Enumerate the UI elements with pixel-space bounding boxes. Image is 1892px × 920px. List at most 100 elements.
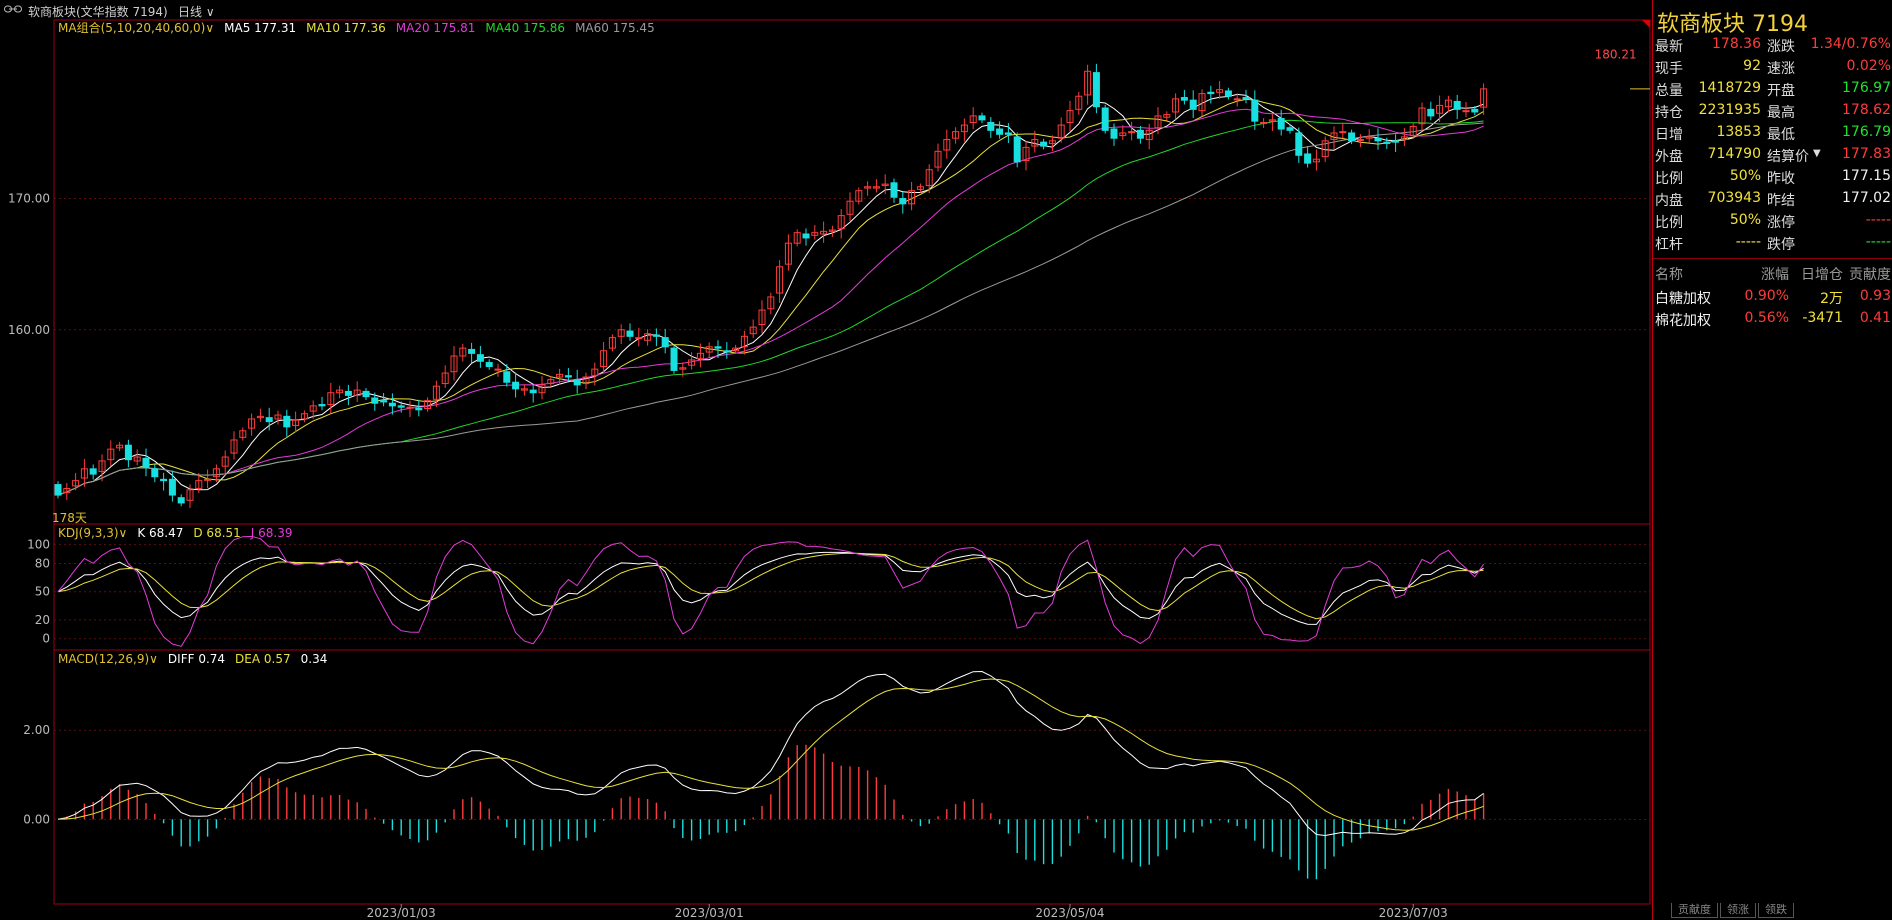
candle-body bbox=[239, 430, 247, 438]
candle-body bbox=[846, 200, 854, 215]
candle-body bbox=[529, 389, 537, 394]
candle-body bbox=[1312, 158, 1320, 163]
quote-value: 178.36 bbox=[1712, 36, 1761, 52]
candle-body bbox=[221, 456, 229, 467]
quote-label: 昨结 bbox=[1767, 193, 1795, 209]
quote-value: 1418729 bbox=[1698, 80, 1761, 96]
bottom-tabs: 贡献度 领涨 领跌 bbox=[1671, 903, 1796, 918]
y-tick-label: 100 bbox=[27, 538, 50, 552]
candle-body bbox=[72, 480, 80, 487]
tab-gainers[interactable]: 领涨 bbox=[1720, 903, 1756, 918]
candle-body bbox=[688, 359, 696, 366]
x-axis: 2023/01/03 2023/03/01 2023/05/04 2023/07/03 bbox=[367, 904, 1448, 920]
divider bbox=[1653, 258, 1892, 259]
candle-body bbox=[520, 388, 528, 391]
candle-body bbox=[644, 333, 652, 341]
candle-body bbox=[1119, 132, 1127, 137]
legends: MA组合(5,10,20,40,60,0)∨ MA5 177.31 MA10 177… bbox=[58, 20, 655, 666]
chevron-down-icon: ∨ bbox=[202, 5, 215, 19]
component-contrib: 0.93 bbox=[1859, 288, 1891, 304]
candle-body bbox=[80, 468, 88, 479]
macd-legend: MACD(12,26,9)∨ DIFF 0.74 DEA 0.57 0.34 bbox=[58, 652, 327, 666]
candle-body bbox=[1057, 124, 1065, 139]
candle-body bbox=[476, 354, 484, 362]
quote-label: 比例 bbox=[1655, 171, 1683, 187]
x-tick-label: 2023/01/03 bbox=[367, 906, 436, 920]
y-axis: 170.00 160.00 100 80 50 20 0 2.00 0.00 bbox=[8, 192, 50, 827]
quote-value: ----- bbox=[1865, 234, 1891, 250]
candle-body bbox=[230, 439, 238, 454]
candle-body bbox=[547, 379, 555, 385]
quote-value: 703943 bbox=[1707, 190, 1761, 206]
candle-body bbox=[881, 183, 889, 186]
candle-body bbox=[292, 419, 300, 427]
candle-body bbox=[670, 347, 678, 371]
candle-body bbox=[600, 350, 608, 367]
candle-body bbox=[608, 337, 616, 349]
candle-body bbox=[1154, 115, 1162, 129]
candle-body bbox=[63, 488, 71, 493]
quote-title: 软商板块 7194 bbox=[1657, 12, 1808, 37]
candle-body bbox=[186, 489, 194, 501]
tab-losers[interactable]: 领跌 bbox=[1758, 903, 1794, 918]
candle-body bbox=[512, 381, 520, 390]
candle-body bbox=[274, 414, 282, 420]
candle-body bbox=[1101, 107, 1109, 131]
candle-body bbox=[1427, 108, 1435, 117]
candle-body bbox=[1418, 107, 1426, 125]
quote-row: 比例 50% 涨停 ----- bbox=[1653, 210, 1892, 232]
candle-body bbox=[1251, 99, 1259, 122]
candle-body bbox=[679, 367, 687, 370]
candle-body bbox=[1339, 131, 1347, 134]
candle-body bbox=[309, 405, 317, 412]
tab-contribution[interactable]: 贡献度 bbox=[1671, 903, 1718, 918]
ma60-line bbox=[57, 122, 1484, 496]
candle-body bbox=[1224, 90, 1232, 97]
candle-body bbox=[1128, 131, 1136, 134]
x-tick-label: 2023/03/01 bbox=[675, 906, 744, 920]
quote-value: 178.62 bbox=[1842, 102, 1891, 118]
candle-body bbox=[1022, 146, 1030, 162]
grid-layer bbox=[54, 198, 1650, 820]
x-tick-label: 2023/05/04 bbox=[1035, 906, 1104, 920]
chart-area[interactable]: 170.00 160.00 100 80 50 20 0 2.00 0.00 2023/01/0… bbox=[0, 0, 1652, 920]
candle-body bbox=[837, 215, 845, 230]
y-tick-label: 80 bbox=[35, 556, 50, 570]
candle-body bbox=[336, 389, 344, 394]
candle-body bbox=[652, 334, 660, 337]
candle-body bbox=[723, 350, 731, 353]
candle-body bbox=[1444, 99, 1452, 108]
candle-body bbox=[1321, 140, 1329, 158]
header-change: 涨幅 bbox=[1761, 267, 1789, 283]
candle-body bbox=[635, 337, 643, 340]
y-tick-label: 50 bbox=[35, 585, 50, 599]
candle-body bbox=[107, 448, 115, 461]
candle-body bbox=[890, 182, 898, 198]
y-tick-label: 170.00 bbox=[8, 192, 50, 206]
candle-body bbox=[300, 413, 308, 420]
candle-body bbox=[424, 400, 432, 409]
component-row[interactable]: 白糖加权 0.90% 2万 0.93 bbox=[1653, 286, 1892, 308]
candle-body bbox=[1233, 98, 1241, 101]
candle-body bbox=[89, 468, 97, 475]
period-selector[interactable]: 日线 ∨ bbox=[178, 3, 215, 20]
candle-body bbox=[503, 371, 511, 383]
candle-body bbox=[256, 415, 264, 419]
candle-body bbox=[1004, 132, 1012, 135]
candle-body bbox=[978, 115, 986, 121]
kdj-legend: KDJ(9,3,3)∨ K 68.47 D 68.51 J 68.39 bbox=[58, 526, 293, 540]
caret-down-icon[interactable]: ▼ bbox=[1813, 148, 1821, 159]
candle-body bbox=[1480, 88, 1488, 108]
candle-body bbox=[925, 169, 933, 186]
candle-body bbox=[802, 233, 810, 239]
candle-body bbox=[952, 131, 960, 139]
candle-body bbox=[1268, 119, 1276, 122]
candle-body bbox=[864, 186, 872, 189]
candle-body bbox=[124, 444, 132, 461]
kdj-k-line bbox=[57, 551, 1484, 625]
component-row[interactable]: 棉花加权 0.56% -3471 0.41 bbox=[1653, 308, 1892, 330]
macd-plot bbox=[57, 670, 1485, 880]
candle-body bbox=[732, 347, 740, 352]
candle-body bbox=[1383, 141, 1391, 144]
candle-body bbox=[1436, 104, 1444, 114]
